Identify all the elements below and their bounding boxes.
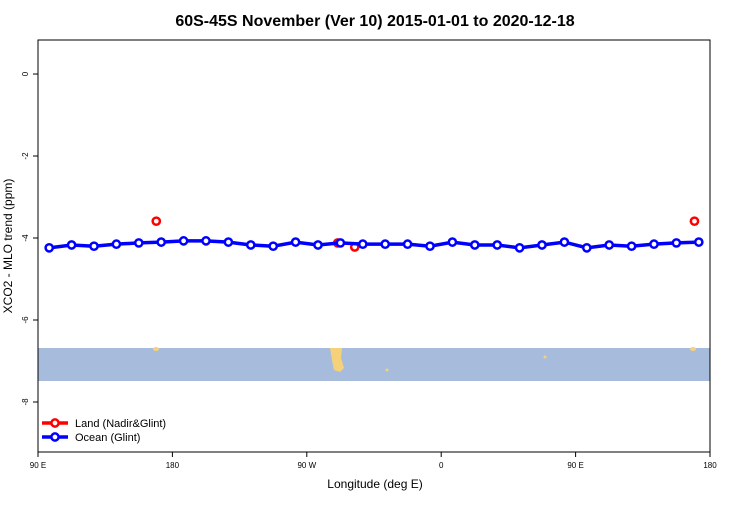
x-tick-label: 90 W	[297, 461, 316, 470]
data-point	[559, 237, 570, 247]
y-tick-label: 0	[21, 71, 30, 76]
data-point	[268, 241, 279, 252]
data-point	[111, 239, 122, 250]
legend-marker	[50, 418, 60, 428]
legend-marker	[50, 432, 60, 442]
y-tick-label: -8	[21, 398, 30, 406]
data-point	[447, 237, 458, 247]
data-point	[335, 238, 346, 248]
x-axis-label: Longitude (deg E)	[327, 477, 422, 491]
data-point	[537, 240, 547, 250]
data-point	[380, 239, 391, 250]
data-point	[514, 242, 525, 253]
x-tick-label: 180	[703, 461, 717, 470]
data-point	[581, 242, 592, 253]
ocean-band	[38, 348, 710, 381]
y-axis-label: XCO2 - MLO trend (ppm)	[1, 179, 15, 314]
data-point	[313, 240, 323, 250]
data-point	[89, 241, 99, 252]
data-point	[44, 242, 55, 253]
x-tick-label: 0	[439, 461, 444, 470]
data-point	[223, 237, 234, 247]
data-point	[604, 240, 615, 250]
series-line	[48, 239, 699, 250]
data-point	[245, 240, 256, 250]
data-point	[201, 236, 211, 246]
y-tick-label: -6	[21, 316, 30, 324]
data-point	[357, 239, 368, 250]
plot-frame	[37, 39, 711, 453]
x-tick-label: 90 E	[30, 461, 46, 470]
data-point	[689, 216, 700, 227]
data-point	[402, 239, 413, 250]
land-map	[153, 347, 696, 372]
data-point	[626, 241, 637, 252]
data-point	[671, 238, 682, 248]
y-tick-label: -2	[21, 152, 30, 160]
data-point	[649, 239, 659, 250]
legend-label: Ocean (Glint)	[75, 432, 140, 444]
data-point	[290, 237, 301, 247]
x-tick-label: 180	[166, 461, 180, 470]
data-point	[492, 240, 503, 250]
data-point	[66, 240, 77, 250]
data-point	[693, 237, 704, 247]
data-point	[425, 241, 435, 252]
x-tick-label: 90 E	[567, 461, 583, 470]
chart-title: 60S-45S November (Ver 10) 2015-01-01 to …	[175, 13, 574, 30]
data-point	[178, 236, 189, 246]
y-tick-label: -4	[21, 234, 30, 242]
data-point	[469, 240, 480, 250]
data-point	[151, 216, 162, 227]
data-point	[133, 238, 144, 248]
legend-label: Land (Nadir&Glint)	[75, 418, 166, 430]
data-point	[156, 237, 167, 247]
